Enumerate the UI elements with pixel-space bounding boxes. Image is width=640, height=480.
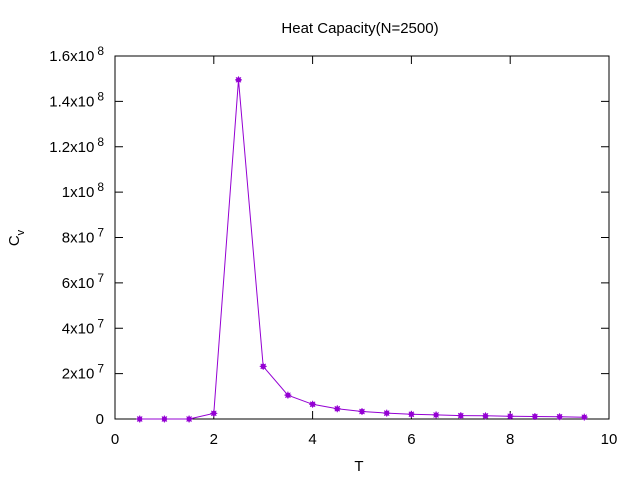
y-tick-label: 1.6x10 8 (49, 44, 104, 65)
data-point-star (556, 413, 564, 421)
y-tick-exponent: 8 (97, 89, 104, 103)
data-point-star (383, 409, 391, 417)
data-point-star (259, 362, 267, 370)
data-point (407, 410, 415, 418)
y-tick-exponent: 8 (97, 135, 104, 149)
data-point (309, 400, 317, 408)
x-axis-label: T (354, 458, 363, 475)
data-point-star (136, 415, 144, 423)
data-point-star (284, 391, 292, 399)
y-axis-label: Cv (6, 229, 27, 246)
data-point-star (160, 415, 168, 423)
y-tick-mantissa: 1.2x10 (49, 139, 94, 156)
y-tick-label: 0 (96, 411, 104, 428)
y-axis-label-subscript: v (15, 229, 27, 235)
y-axis-label-base: C (6, 235, 23, 246)
data-point-star (358, 408, 366, 416)
x-tick-label: 6 (407, 431, 415, 448)
data-point-star (506, 412, 514, 420)
data-point (210, 409, 218, 417)
y-tick-exponent: 7 (97, 362, 104, 376)
y-tick-mantissa: 1x10 (62, 184, 95, 201)
data-point (284, 391, 292, 399)
data-point (160, 415, 168, 423)
x-axis-ticks: 0 2 4 6 8 10 (111, 56, 618, 448)
y-tick-label: 6x10 7 (62, 271, 105, 292)
series-layer (136, 76, 588, 423)
chart-title: Heat Capacity(N=2500) (281, 20, 438, 37)
y-tick-mantissa: 1.4x10 (49, 93, 94, 110)
y-tick-label: 2x10 7 (62, 362, 105, 383)
data-point (506, 412, 514, 420)
data-point-star (210, 409, 218, 417)
data-point-star (309, 400, 317, 408)
plot-area-border (114, 55, 610, 420)
y-tick-mantissa: 2x10 (62, 366, 95, 383)
x-tick-label: 4 (308, 431, 316, 448)
data-point (432, 411, 440, 419)
y-tick-mantissa: 4x10 (62, 320, 95, 337)
y-tick-exponent: 7 (97, 226, 104, 240)
x-tick-label: 2 (210, 431, 218, 448)
y-tick-label: 8x10 7 (62, 226, 105, 247)
data-point (333, 405, 341, 413)
data-point (556, 413, 564, 421)
data-point (531, 413, 539, 421)
y-tick-label: 1x10 8 (62, 180, 105, 201)
data-point (259, 362, 267, 370)
y-tick-exponent: 8 (97, 44, 104, 58)
x-tick-label: 8 (506, 431, 514, 448)
data-point-star (531, 413, 539, 421)
data-point-star (580, 413, 588, 421)
data-point-star (457, 412, 465, 420)
data-point (383, 409, 391, 417)
x-tick-label: 10 (601, 431, 618, 448)
data-point-star (482, 412, 489, 420)
series-line (139, 79, 585, 420)
data-point (358, 408, 366, 416)
data-point-star (407, 410, 415, 418)
data-point (457, 412, 465, 420)
data-point-star (432, 411, 440, 419)
data-point (235, 76, 242, 84)
y-tick-mantissa: 6x10 (62, 275, 95, 292)
data-point-star (235, 76, 242, 84)
data-point (136, 415, 144, 423)
data-point-star (185, 415, 193, 423)
data-point (482, 412, 489, 420)
data-point-star (333, 405, 341, 413)
y-tick-mantissa: 8x10 (62, 230, 95, 247)
y-tick-label: 1.2x10 8 (49, 135, 104, 156)
data-point (580, 413, 588, 421)
y-tick-exponent: 7 (97, 271, 104, 285)
y-tick-mantissa: 1.6x10 (49, 48, 94, 65)
x-tick-label: 0 (111, 431, 119, 448)
data-point (185, 415, 193, 423)
y-tick-exponent: 8 (97, 180, 104, 194)
y-tick-exponent: 7 (97, 316, 104, 330)
y-tick-label: 4x10 7 (62, 316, 105, 337)
y-tick-label: 1.4x10 8 (49, 89, 104, 110)
y-tick-mantissa: 0 (96, 411, 104, 428)
